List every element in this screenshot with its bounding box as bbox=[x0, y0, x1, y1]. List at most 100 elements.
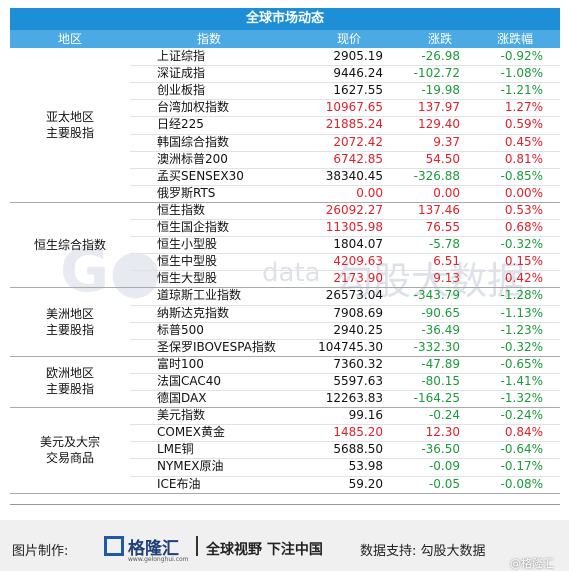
index-name: LME铜 bbox=[157, 442, 194, 457]
row-line bbox=[130, 424, 560, 426]
index-value: -1.32% bbox=[500, 391, 543, 405]
row-line bbox=[130, 441, 560, 443]
index-value: 38340.45 bbox=[325, 168, 383, 183]
index-value: -164.25 bbox=[413, 391, 460, 405]
row-line bbox=[130, 372, 560, 374]
row-line bbox=[130, 99, 560, 101]
index-value: -26.98 bbox=[421, 49, 460, 63]
index-value: 12.30 bbox=[425, 425, 460, 440]
index-value: 0.15% bbox=[504, 254, 543, 269]
index-value: 12263.83 bbox=[325, 391, 383, 405]
index-value: 11305.98 bbox=[325, 220, 383, 234]
index-value: 54.50 bbox=[425, 151, 460, 166]
index-value: 2940.25 bbox=[333, 322, 383, 337]
index-value: -343.79 bbox=[413, 288, 460, 303]
index-value: -0.24 bbox=[428, 408, 460, 423]
title-bar bbox=[10, 8, 560, 30]
index-value: -0.05 bbox=[428, 476, 460, 491]
region-name: 主要股指 bbox=[45, 125, 94, 140]
index-value: -332.30 bbox=[413, 339, 460, 354]
footer-logo: 格隆汇 bbox=[128, 539, 179, 559]
index-value: -5.78 bbox=[428, 237, 460, 252]
index-value: -0.17% bbox=[500, 459, 543, 474]
index-value: -0.24% bbox=[500, 408, 543, 423]
index-value: 5597.63 bbox=[333, 373, 383, 388]
group-line bbox=[10, 492, 560, 494]
column-header: 现价 bbox=[336, 32, 361, 46]
index-value: 99.16 bbox=[348, 408, 383, 423]
index-value: 2072.42 bbox=[333, 134, 383, 149]
index-value: 1627.55 bbox=[333, 83, 383, 98]
group-line bbox=[10, 201, 560, 203]
row-line bbox=[130, 65, 560, 67]
index-value: 2905.19 bbox=[333, 49, 383, 63]
index-name: 澳洲标普200 bbox=[157, 151, 228, 166]
index-value: -80.15 bbox=[421, 373, 460, 388]
index-value: -0.09 bbox=[428, 459, 460, 474]
index-name: 道琼斯工业指数 bbox=[157, 288, 242, 303]
index-value: 59.20 bbox=[348, 476, 383, 491]
index-name: 创业板指 bbox=[157, 83, 206, 98]
table-bottom bbox=[10, 504, 560, 505]
column-header: 地区 bbox=[57, 32, 82, 46]
group-line bbox=[10, 355, 560, 357]
footer-divider bbox=[196, 536, 198, 556]
index-name: 美元指数 bbox=[157, 408, 206, 423]
footer-made-by: 图片制作: bbox=[12, 544, 69, 559]
index-name: 圣保罗IBOVESPA指数 bbox=[157, 339, 276, 354]
index-value: -90.65 bbox=[421, 305, 460, 320]
index-value: 0.00 bbox=[356, 185, 383, 200]
index-name: 恒生小型股 bbox=[157, 237, 218, 252]
index-value: -102.72 bbox=[413, 66, 460, 81]
index-value: 0.59% bbox=[504, 117, 543, 132]
index-value: -0.32% bbox=[500, 237, 543, 252]
index-value: -0.32% bbox=[500, 339, 543, 354]
footer-bar bbox=[0, 520, 569, 571]
index-name: 恒生大型股 bbox=[157, 271, 218, 286]
column-header: 指数 bbox=[196, 32, 221, 46]
index-value: 1485.20 bbox=[333, 425, 383, 440]
row-line bbox=[130, 116, 560, 118]
index-value: 137.97 bbox=[418, 100, 460, 115]
region-name: 亚太地区 bbox=[45, 109, 94, 124]
index-value: 2173.90 bbox=[333, 271, 383, 286]
row-line bbox=[130, 236, 560, 238]
index-name: 富时100 bbox=[157, 356, 204, 371]
index-name: 孟买SENSEX30 bbox=[157, 168, 244, 183]
index-value: -36.50 bbox=[421, 442, 460, 457]
row-line bbox=[130, 133, 560, 135]
footer-slogan: 全球视野 下注中国 bbox=[206, 542, 323, 558]
index-name: 恒生指数 bbox=[157, 202, 206, 217]
index-value: -0.64% bbox=[500, 442, 543, 457]
row-line bbox=[130, 475, 560, 477]
row-line bbox=[130, 167, 560, 169]
index-value: -0.08% bbox=[500, 476, 543, 491]
index-value: 0.53% bbox=[504, 202, 543, 217]
index-value: 6.51 bbox=[433, 254, 460, 269]
index-value: 7360.32 bbox=[333, 356, 383, 371]
title: 全球市场动态 bbox=[245, 11, 324, 26]
index-name: COMEX黄金 bbox=[157, 425, 225, 440]
index-name: 韩国综合指数 bbox=[157, 134, 230, 149]
index-name: 德国DAX bbox=[157, 391, 207, 405]
index-value: 129.40 bbox=[418, 117, 460, 132]
row-line bbox=[130, 150, 560, 152]
row-line bbox=[130, 390, 560, 391]
row-line bbox=[130, 219, 560, 220]
index-name: 俄罗斯RTS bbox=[157, 185, 216, 200]
index-value: 26092.27 bbox=[325, 202, 383, 217]
index-value: 7908.69 bbox=[333, 305, 383, 320]
column-header: 涨跌 bbox=[427, 32, 452, 46]
row-line bbox=[130, 253, 560, 255]
index-value: 0.68% bbox=[504, 220, 543, 234]
index-value: -36.49 bbox=[421, 322, 460, 337]
group-line bbox=[10, 287, 560, 289]
region-name: 美元及大宗 bbox=[39, 434, 100, 449]
index-value: -0.85% bbox=[500, 168, 543, 183]
group-line bbox=[10, 407, 560, 409]
index-value: 0.45% bbox=[504, 134, 543, 149]
index-value: 1804.07 bbox=[333, 237, 383, 252]
index-value: 1.27% bbox=[504, 100, 543, 115]
index-value: 0.84% bbox=[504, 425, 543, 440]
